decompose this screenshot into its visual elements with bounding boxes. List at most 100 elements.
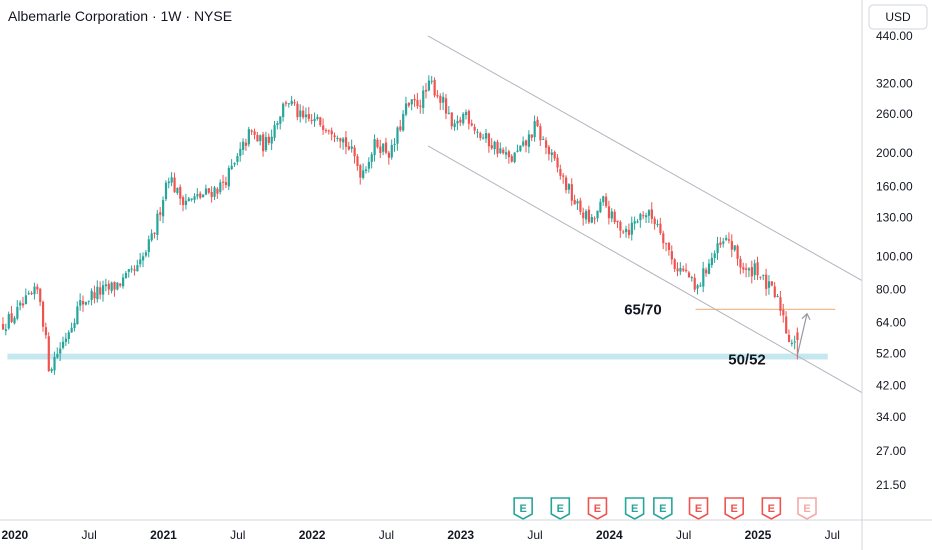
- candle-body: [193, 196, 196, 200]
- candle-body: [462, 113, 465, 124]
- candle-body: [362, 170, 365, 178]
- candle-body: [707, 263, 711, 274]
- earnings-marker[interactable]: E: [797, 497, 817, 520]
- candle-body: [493, 141, 496, 150]
- earnings-marker[interactable]: E: [624, 497, 645, 520]
- earnings-marker[interactable]: E: [550, 497, 571, 520]
- candle-body: [499, 148, 502, 154]
- candle-body: [139, 259, 142, 265]
- candle-body: [147, 239, 150, 253]
- candle-body: [690, 277, 693, 279]
- candle-body: [102, 285, 105, 295]
- candle-body: [579, 200, 582, 212]
- candle-body: [207, 188, 210, 193]
- earnings-label: E: [731, 503, 738, 515]
- candle-body: [665, 243, 668, 245]
- price-annotation: 65/70: [624, 301, 662, 318]
- candle-body: [202, 194, 205, 198]
- candle-body: [53, 356, 56, 371]
- candle-body: [284, 102, 288, 104]
- candle-body: [633, 221, 636, 224]
- candle-body: [324, 130, 328, 132]
- candle-body: [387, 152, 391, 158]
- price-tick-label: 260.00: [876, 107, 913, 121]
- support-zone-band: [7, 353, 828, 360]
- candle-body: [347, 146, 351, 150]
- price-tick-label: 100.00: [876, 249, 913, 263]
- candle-body: [367, 161, 371, 169]
- candle-body: [170, 177, 173, 183]
- earnings-marker[interactable]: E: [587, 497, 608, 520]
- earnings-marker[interactable]: E: [724, 497, 744, 520]
- candle-body: [299, 110, 302, 117]
- candle-body: [525, 140, 528, 146]
- candle-body: [725, 237, 728, 240]
- candle-body: [76, 306, 79, 325]
- earnings-badge-icon: [761, 497, 782, 520]
- channel-lower-line: [427, 145, 863, 394]
- candle-body: [167, 181, 170, 184]
- candle-body: [87, 300, 90, 302]
- candle-body: [184, 200, 188, 205]
- candle-body: [705, 269, 708, 274]
- candle-body: [373, 139, 376, 156]
- candle-body: [104, 284, 108, 287]
- candle-body: [142, 256, 145, 261]
- time-axis: 2020 Jul 2021 Jul 2022 Jul 2023 Jul 2024 Jul 2025 J…: [0, 519, 932, 542]
- earnings-marker[interactable]: E: [688, 497, 709, 520]
- candle-body: [273, 125, 276, 138]
- price-annotation: 50/52: [728, 351, 766, 368]
- earnings-marker[interactable]: E: [653, 497, 673, 520]
- candle-body: [790, 342, 794, 344]
- candle-body: [304, 114, 308, 118]
- candle-body: [490, 145, 493, 149]
- candle-body: [659, 223, 662, 234]
- candle-body: [59, 348, 62, 354]
- candle-body: [484, 133, 488, 139]
- candle-body: [370, 154, 373, 162]
- candle-body: [750, 267, 753, 277]
- candle-body: [262, 134, 265, 152]
- candle-body: [173, 177, 176, 193]
- candle-body: [253, 131, 256, 135]
- price-tick-label: 320.00: [876, 76, 913, 90]
- candle-body: [676, 268, 679, 272]
- candle-body: [330, 130, 333, 135]
- candle-body: [119, 283, 122, 286]
- chart-title: Albemarle Corporation · 1W · NYSE: [8, 8, 233, 24]
- earnings-label: E: [631, 503, 638, 515]
- candle-body: [607, 206, 611, 219]
- candle-body: [322, 125, 325, 131]
- candle-body: [422, 90, 425, 108]
- candle-body: [350, 146, 353, 149]
- candle-body: [124, 273, 128, 278]
- candle-body: [605, 196, 608, 207]
- candle-body: [747, 268, 751, 271]
- candle-body: [270, 136, 273, 144]
- candle-body: [384, 142, 388, 153]
- candle-body: [70, 327, 73, 333]
- candle-body: [727, 239, 731, 241]
- candle-body: [596, 210, 599, 219]
- candle-body: [496, 141, 499, 154]
- candle-body: [67, 332, 70, 340]
- candle-body: [216, 188, 219, 194]
- candle-body: [745, 268, 748, 270]
- candle-body: [545, 140, 548, 148]
- candle-body: [244, 142, 248, 146]
- candle-body: [436, 95, 439, 97]
- arrow-head-icon: [801, 312, 811, 320]
- candle-body: [450, 112, 453, 127]
- candle-body: [316, 116, 319, 119]
- candle-body: [622, 231, 625, 233]
- earnings-marker[interactable]: E: [513, 497, 533, 520]
- earnings-marker[interactable]: E: [761, 497, 782, 520]
- price-tick-label: 200.00: [876, 146, 913, 160]
- time-tick-label: Jul: [230, 528, 245, 542]
- candle-body: [64, 338, 68, 342]
- candle-body: [616, 220, 619, 223]
- candle-body: [4, 329, 8, 331]
- time-tick-label: 2024: [596, 528, 623, 542]
- candle-body: [762, 275, 765, 277]
